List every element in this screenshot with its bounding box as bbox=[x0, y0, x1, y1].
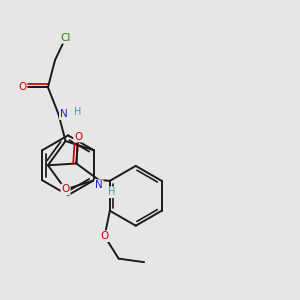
Text: O: O bbox=[74, 132, 82, 142]
Text: N: N bbox=[95, 180, 103, 190]
Text: O: O bbox=[61, 184, 70, 194]
Text: Cl: Cl bbox=[60, 33, 71, 43]
Text: N: N bbox=[60, 109, 68, 119]
Text: H: H bbox=[109, 187, 116, 197]
Text: H: H bbox=[74, 107, 82, 117]
Text: O: O bbox=[18, 82, 27, 92]
Text: O: O bbox=[100, 231, 109, 241]
